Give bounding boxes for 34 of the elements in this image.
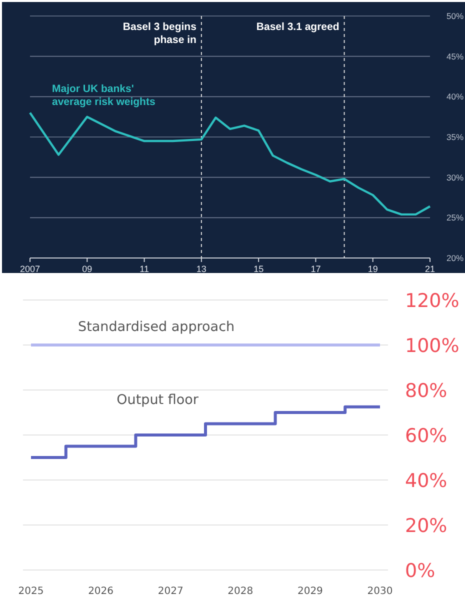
- y-tick-label: 60%: [405, 425, 448, 447]
- x-tick-label: 15: [254, 264, 264, 274]
- y-tick-label: 50%: [446, 11, 464, 21]
- x-tick-label: 2029: [297, 586, 323, 597]
- x-tick-label: 09: [82, 264, 92, 274]
- ref-line-label: Basel 3 begins phase in: [122, 21, 197, 46]
- x-tick-label: 17: [310, 264, 321, 274]
- y-tick-label: 0%: [405, 560, 436, 582]
- y-tick-label: 30%: [446, 172, 464, 182]
- x-tick-label: 2025: [18, 586, 44, 597]
- x-tick-label: 11: [140, 264, 149, 274]
- line-series: [28, 112, 432, 216]
- ref-line-label: Basel 3.1 agreed: [256, 21, 340, 33]
- y-tick-label: 40%: [446, 92, 464, 102]
- y-tick-label: 40%: [405, 470, 448, 492]
- series-label: Output floor: [116, 392, 199, 408]
- x-tick-label: 19: [368, 264, 378, 274]
- x-tick-label: 2027: [158, 586, 184, 597]
- y-tick-label: 25%: [446, 212, 464, 223]
- x-tick-label: 2007: [20, 264, 40, 274]
- x-tick-label: 2030: [367, 586, 393, 597]
- y-tick-label: 20%: [405, 515, 448, 537]
- series-label: Standardised approach: [78, 319, 235, 335]
- x-tick-label: 21: [424, 264, 436, 274]
- y-tick-label: 100%: [405, 335, 460, 357]
- y-tick-label: 45%: [446, 51, 464, 62]
- y-tick-label: 120%: [405, 290, 460, 312]
- y-tick-label: 80%: [405, 380, 448, 402]
- y-tick-label: 35%: [446, 132, 464, 142]
- x-tick-label: 13: [196, 264, 206, 274]
- x-tick-label: 2026: [88, 586, 114, 597]
- series-label: Major UK banks' average risk weights: [52, 82, 156, 108]
- x-tick-label: 2028: [228, 586, 254, 597]
- y-tick-label: 20%: [446, 253, 464, 263]
